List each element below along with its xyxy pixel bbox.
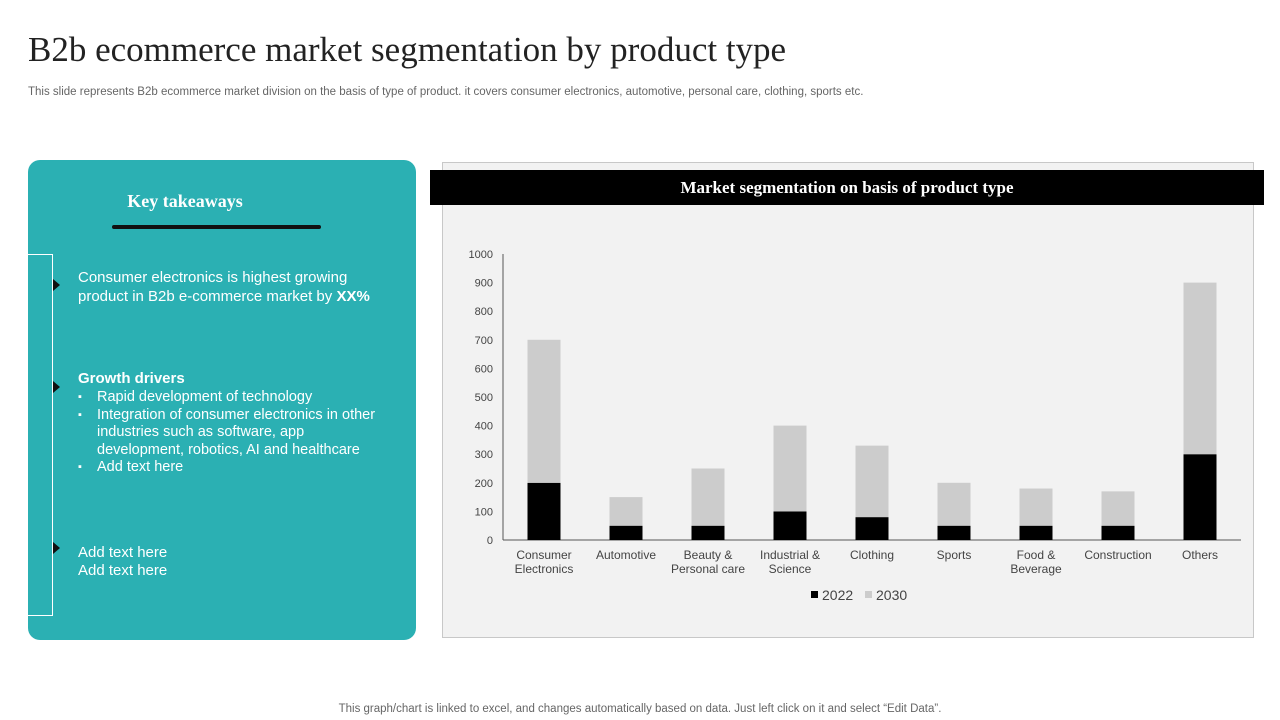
growth-drivers-title: Growth drivers — [78, 370, 185, 387]
y-tick-label: 1000 — [469, 249, 493, 261]
takeaway-point-3-line-2: Add text here — [78, 562, 168, 579]
page-title: B2b ecommerce market segmentation by pro… — [28, 30, 787, 69]
bar-2022 — [1183, 454, 1217, 540]
bar-2022 — [691, 525, 725, 540]
growth-drivers-list: Rapid development of technology Integrat… — [78, 389, 378, 477]
bar-2022 — [937, 525, 971, 540]
y-tick-label: 700 — [475, 335, 493, 347]
bar-2030 — [609, 497, 643, 526]
bar-2022 — [1019, 525, 1053, 540]
footer-note: This graph/chart is linked to excel, and… — [338, 703, 942, 715]
key-takeaways-underline — [112, 225, 321, 229]
x-tick-label: Electronics — [515, 562, 574, 576]
bar-2030 — [527, 339, 561, 483]
bar-2030 — [1101, 491, 1135, 526]
takeaway-point-3-line-1: Add text here — [78, 544, 168, 561]
growth-driver-item: Rapid development of technology — [78, 389, 378, 407]
y-tick-label: 600 — [475, 363, 493, 375]
x-tick-label: Consumer — [516, 548, 571, 562]
bar-2022 — [773, 511, 807, 540]
key-takeaways-title: Key takeaways — [127, 191, 243, 211]
x-tick-label: Industrial & — [760, 548, 820, 562]
y-tick-label: 100 — [475, 506, 493, 518]
takeaways-bracket — [28, 254, 53, 616]
y-tick-label: 800 — [475, 306, 493, 318]
bar-2030 — [691, 468, 725, 526]
legend-label: 2030 — [876, 587, 907, 603]
y-tick-label: 300 — [475, 449, 493, 461]
x-tick-label: Sports — [937, 548, 972, 562]
x-tick-label: Automotive — [596, 548, 656, 562]
chart-area — [442, 162, 1254, 638]
bar-2022 — [609, 525, 643, 540]
x-tick-label: Personal care — [671, 562, 745, 576]
bullet-arrow-icon — [53, 542, 60, 554]
bar-2022 — [527, 482, 561, 540]
takeaway-point-1-value: XX% — [336, 288, 370, 305]
legend-swatch-2030 — [865, 591, 872, 598]
bar-2022 — [855, 517, 889, 540]
bar-2030 — [1183, 282, 1217, 455]
y-tick-label: 0 — [487, 535, 493, 547]
bar-2030 — [773, 425, 807, 512]
x-tick-label: Clothing — [850, 548, 894, 562]
y-tick-label: 400 — [475, 421, 493, 433]
bar-2022 — [1101, 525, 1135, 540]
takeaway-point-1: Consumer electronics is highest growing … — [78, 268, 398, 306]
chart-header: Market segmentation on basis of product … — [430, 170, 1264, 205]
x-tick-label: Beauty & — [684, 548, 733, 562]
x-tick-label: Science — [769, 562, 812, 576]
y-tick-label: 900 — [475, 278, 493, 290]
x-tick-label: Others — [1182, 548, 1218, 562]
y-tick-label: 200 — [475, 478, 493, 490]
x-tick-label: Construction — [1084, 548, 1151, 562]
growth-driver-item: Integration of consumer electronics in o… — [78, 407, 378, 460]
bar-2030 — [855, 445, 889, 518]
bullet-arrow-icon — [53, 381, 60, 393]
page-subtitle: This slide represents B2b ecommerce mark… — [28, 86, 864, 98]
x-tick-label: Beverage — [1010, 562, 1062, 576]
legend-label: 2022 — [822, 587, 853, 603]
bullet-arrow-icon — [53, 279, 60, 291]
x-tick-label: Food & — [1017, 548, 1056, 562]
takeaway-point-1-text: Consumer electronics is highest growing … — [78, 269, 348, 305]
legend-swatch-2022 — [811, 591, 818, 598]
bar-2030 — [1019, 488, 1053, 526]
bar-2030 — [937, 482, 971, 526]
growth-driver-item: Add text here — [78, 459, 378, 477]
y-tick-label: 500 — [475, 392, 493, 404]
